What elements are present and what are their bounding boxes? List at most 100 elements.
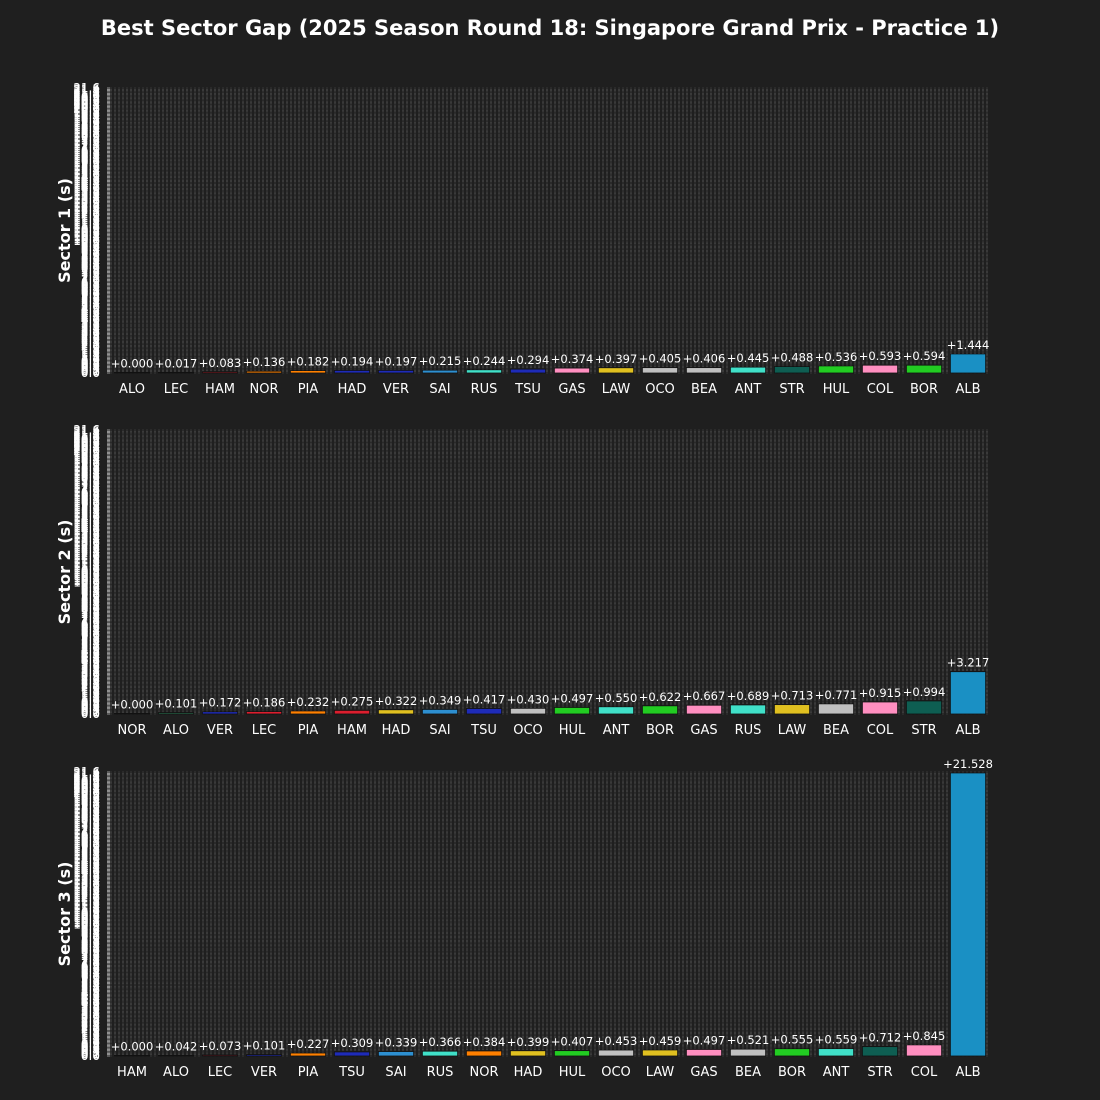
y-tick-label: 2.1 <box>81 679 100 693</box>
y-tick-label: 21.0 <box>73 773 100 787</box>
y-tick-label: 12.7 <box>73 198 100 212</box>
y-tick-label: 9.3 <box>81 585 100 599</box>
y-tick-label: 7.2 <box>81 954 100 968</box>
bar-value-label: +0.000 <box>111 1039 154 1053</box>
y-tick-label: 10.4 <box>73 229 100 243</box>
y-tick-label: 20.3 <box>73 782 100 796</box>
bar-value-label: +0.000 <box>111 697 154 711</box>
y-tick-label: 1.3 <box>81 349 100 363</box>
y-tick-label: 7.1 <box>81 614 100 628</box>
y-tick-label: 20.5 <box>73 779 100 793</box>
y-tick-label: 17.6 <box>73 818 100 832</box>
y-tick-label: 18.4 <box>73 807 100 821</box>
y-tick-label: 21.1 <box>73 772 100 786</box>
y-tick-label: 8.6 <box>81 936 100 950</box>
bar-oco <box>509 707 546 715</box>
bar-lec <box>201 1054 238 1057</box>
bar-had <box>509 1050 546 1057</box>
y-tick-label: 19.2 <box>73 797 100 811</box>
x-tick-label: NOR <box>250 382 279 397</box>
y-tick-label: 9.0 <box>81 247 100 261</box>
y-tick-label: 8.5 <box>81 937 100 951</box>
x-tick-label: OCO <box>645 382 675 397</box>
y-tick-label: 1.5 <box>81 1029 100 1043</box>
y-tick-label: 19.0 <box>73 457 100 471</box>
y-tick-label: 3.8 <box>81 316 100 330</box>
y-tick-label: 9.4 <box>81 583 100 597</box>
y-tick-label: 14.7 <box>73 856 100 870</box>
y-tick-label: 18.0 <box>73 129 100 143</box>
y-tick-label: 3.1 <box>81 666 100 680</box>
y-tick-label: 20.6 <box>73 94 100 108</box>
y-tick-label: 8.9 <box>81 590 100 604</box>
y-tick-label: 6.4 <box>81 623 100 637</box>
y-tick-label: 17.5 <box>73 819 100 833</box>
y-tick-label: 14.1 <box>73 522 100 536</box>
x-tick-label: TSU <box>470 723 497 738</box>
y-tick-label: 0.2 <box>81 363 100 377</box>
y-tick-label: 18.5 <box>73 122 100 136</box>
y-tick-label: 15.5 <box>73 845 100 859</box>
y-tick-label: 13.1 <box>73 877 100 891</box>
y-tick-label: 2.5 <box>81 1016 100 1030</box>
bar-alb <box>950 772 987 1057</box>
bar-value-label: +0.182 <box>287 355 330 369</box>
bar-lec <box>157 371 194 374</box>
bar-alo <box>157 1055 194 1057</box>
y-tick-label: 0.7 <box>81 1040 100 1054</box>
bar-ham <box>201 371 238 374</box>
y-tick-label: 18.0 <box>73 470 100 484</box>
y-tick-label: 1.2 <box>81 1033 100 1047</box>
y-tick-label: 4.0 <box>81 996 100 1010</box>
y-tick-label: 3.5 <box>81 661 100 675</box>
y-tick-label: 19.0 <box>73 115 100 129</box>
y-tick-label: 17.3 <box>73 480 100 494</box>
y-tick-label: 8.7 <box>81 251 100 265</box>
y-tick-label: 3.3 <box>81 664 100 678</box>
y-tick-label: 11.5 <box>73 556 100 570</box>
y-tick-label: 0.8 <box>81 696 100 710</box>
x-tick-label: LAW <box>602 382 631 397</box>
y-tick-label: 13.2 <box>73 533 100 547</box>
bar-value-label: +0.689 <box>727 689 770 703</box>
x-tick-label: STR <box>779 382 804 397</box>
y-tick-label: 11.2 <box>73 560 100 574</box>
y-tick-label: 21.3 <box>73 85 100 99</box>
y-tick-label: 7.2 <box>81 612 100 626</box>
bar-col <box>862 701 899 715</box>
bar-col <box>862 364 899 374</box>
bar-str <box>906 700 943 715</box>
y-tick-label: 20.7 <box>73 777 100 791</box>
y-tick-label: 14.0 <box>73 865 100 879</box>
y-tick-label: 10.4 <box>73 912 100 926</box>
y-tick-label: 2.2 <box>81 1020 100 1034</box>
y-tick-label: 17.4 <box>73 820 100 834</box>
y-tick-label: 3.0 <box>81 1010 100 1024</box>
x-tick-label: ANT <box>603 723 630 738</box>
y-tick-label: 19.3 <box>73 795 100 809</box>
y-tick-label: 5.0 <box>81 983 100 997</box>
bar-tsu <box>465 708 502 715</box>
bar-value-label: +0.275 <box>331 694 374 708</box>
bar-rus <box>465 369 502 374</box>
y-tick-label: 8.0 <box>81 602 100 616</box>
y-tick-label: 11.6 <box>73 896 100 910</box>
bar-value-label: +0.017 <box>155 356 198 370</box>
x-tick-label: ALO <box>163 723 189 738</box>
x-tick-label: LEC <box>252 723 277 738</box>
y-tick-label: 9.4 <box>81 925 100 939</box>
y-tick-label: 21.4 <box>73 768 100 782</box>
y-tick-label: 4.1 <box>81 653 100 667</box>
y-tick-label: 2.7 <box>81 1014 100 1028</box>
y-tick-label: 9.7 <box>81 921 100 935</box>
y-tick-label: 10.4 <box>73 570 100 584</box>
bar-law <box>598 367 635 374</box>
y-tick-label: 9.5 <box>81 582 100 596</box>
y-tick-label: 7.0 <box>81 615 100 629</box>
y-tick-label: 9.2 <box>81 928 100 942</box>
y-tick-label: 1.6 <box>81 345 100 359</box>
y-tick-label: 15.3 <box>73 506 100 520</box>
y-tick-label: 11.8 <box>73 210 100 224</box>
y-tick-label: 9.3 <box>81 243 100 257</box>
y-tick-label: 3.4 <box>81 662 100 676</box>
